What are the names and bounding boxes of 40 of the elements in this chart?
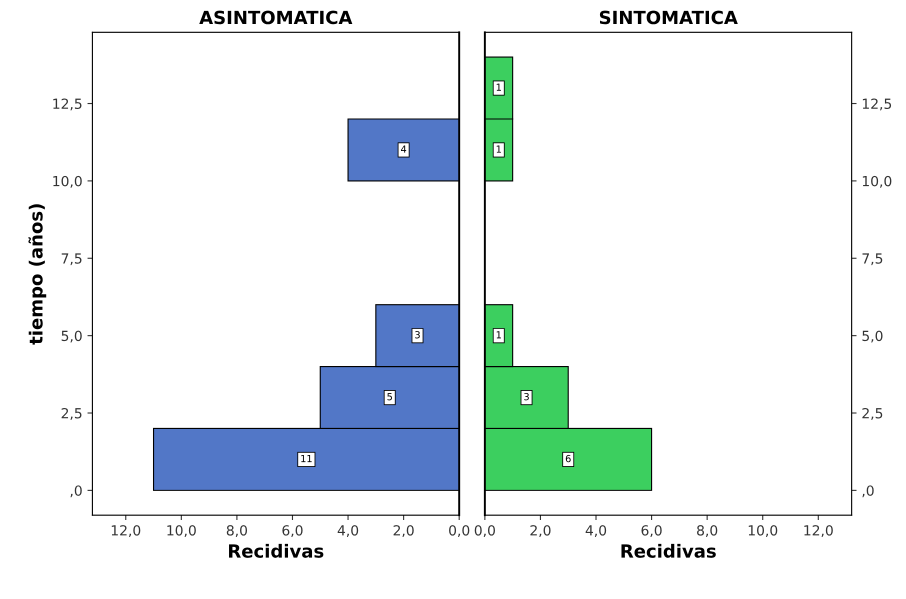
data-label: 11 bbox=[301, 455, 312, 462]
x-tick-label: 10,0 bbox=[167, 525, 196, 538]
x-tick-label: 6,0 bbox=[282, 525, 303, 538]
data-label: 3 bbox=[415, 331, 420, 338]
y-tick-label: 5,0 bbox=[862, 330, 883, 343]
x-tick-label: 12,0 bbox=[804, 525, 833, 538]
y-tick-label: 7,5 bbox=[62, 253, 82, 266]
x-tick-label: 12,0 bbox=[112, 525, 140, 538]
y-tick-label: 2,5 bbox=[62, 408, 82, 420]
data-label: 1 bbox=[496, 331, 501, 338]
x-tick-label: 0,0 bbox=[474, 525, 495, 538]
y-tick-label: 12,5 bbox=[862, 98, 892, 110]
x-tick-label: 8,0 bbox=[226, 525, 248, 538]
x-tick-label: 10,0 bbox=[748, 525, 778, 538]
y-tick-label: 2,5 bbox=[862, 408, 882, 420]
chart-title: ASINTOMATICA bbox=[199, 10, 352, 24]
x-tick-label: 8,0 bbox=[697, 525, 718, 538]
y-tick-label: 12,5 bbox=[53, 98, 82, 110]
data-label: 5 bbox=[387, 393, 392, 400]
data-label: 3 bbox=[524, 393, 529, 400]
x-tick-label: 4,0 bbox=[586, 525, 606, 538]
x-tick-label: 2,0 bbox=[530, 525, 551, 538]
chart-title: SINTOMATICA bbox=[600, 10, 738, 24]
x-tick-label: 0,0 bbox=[449, 525, 470, 538]
y-tick-label: ,0 bbox=[70, 485, 82, 498]
y-tick-label: 5,0 bbox=[62, 330, 82, 343]
y-tick-label: 7,5 bbox=[862, 253, 882, 266]
data-label: 1 bbox=[496, 146, 501, 153]
y-tick-label: 10,0 bbox=[862, 176, 892, 188]
x-axis-title: Recidivas bbox=[229, 544, 324, 558]
x-tick-label: 6,0 bbox=[642, 525, 662, 538]
data-label: 6 bbox=[566, 454, 571, 462]
x-tick-label: 2,0 bbox=[394, 525, 414, 538]
data-label: 4 bbox=[401, 146, 406, 153]
y-tick-label: 10,0 bbox=[53, 176, 82, 188]
x-tick-label: 4,0 bbox=[338, 525, 358, 538]
y-tick-label: ,0 bbox=[862, 485, 874, 498]
x-axis-title: Recidivas bbox=[621, 544, 716, 558]
y-axis-title: tiempo (años) bbox=[28, 204, 46, 345]
data-label: 1 bbox=[496, 84, 501, 91]
